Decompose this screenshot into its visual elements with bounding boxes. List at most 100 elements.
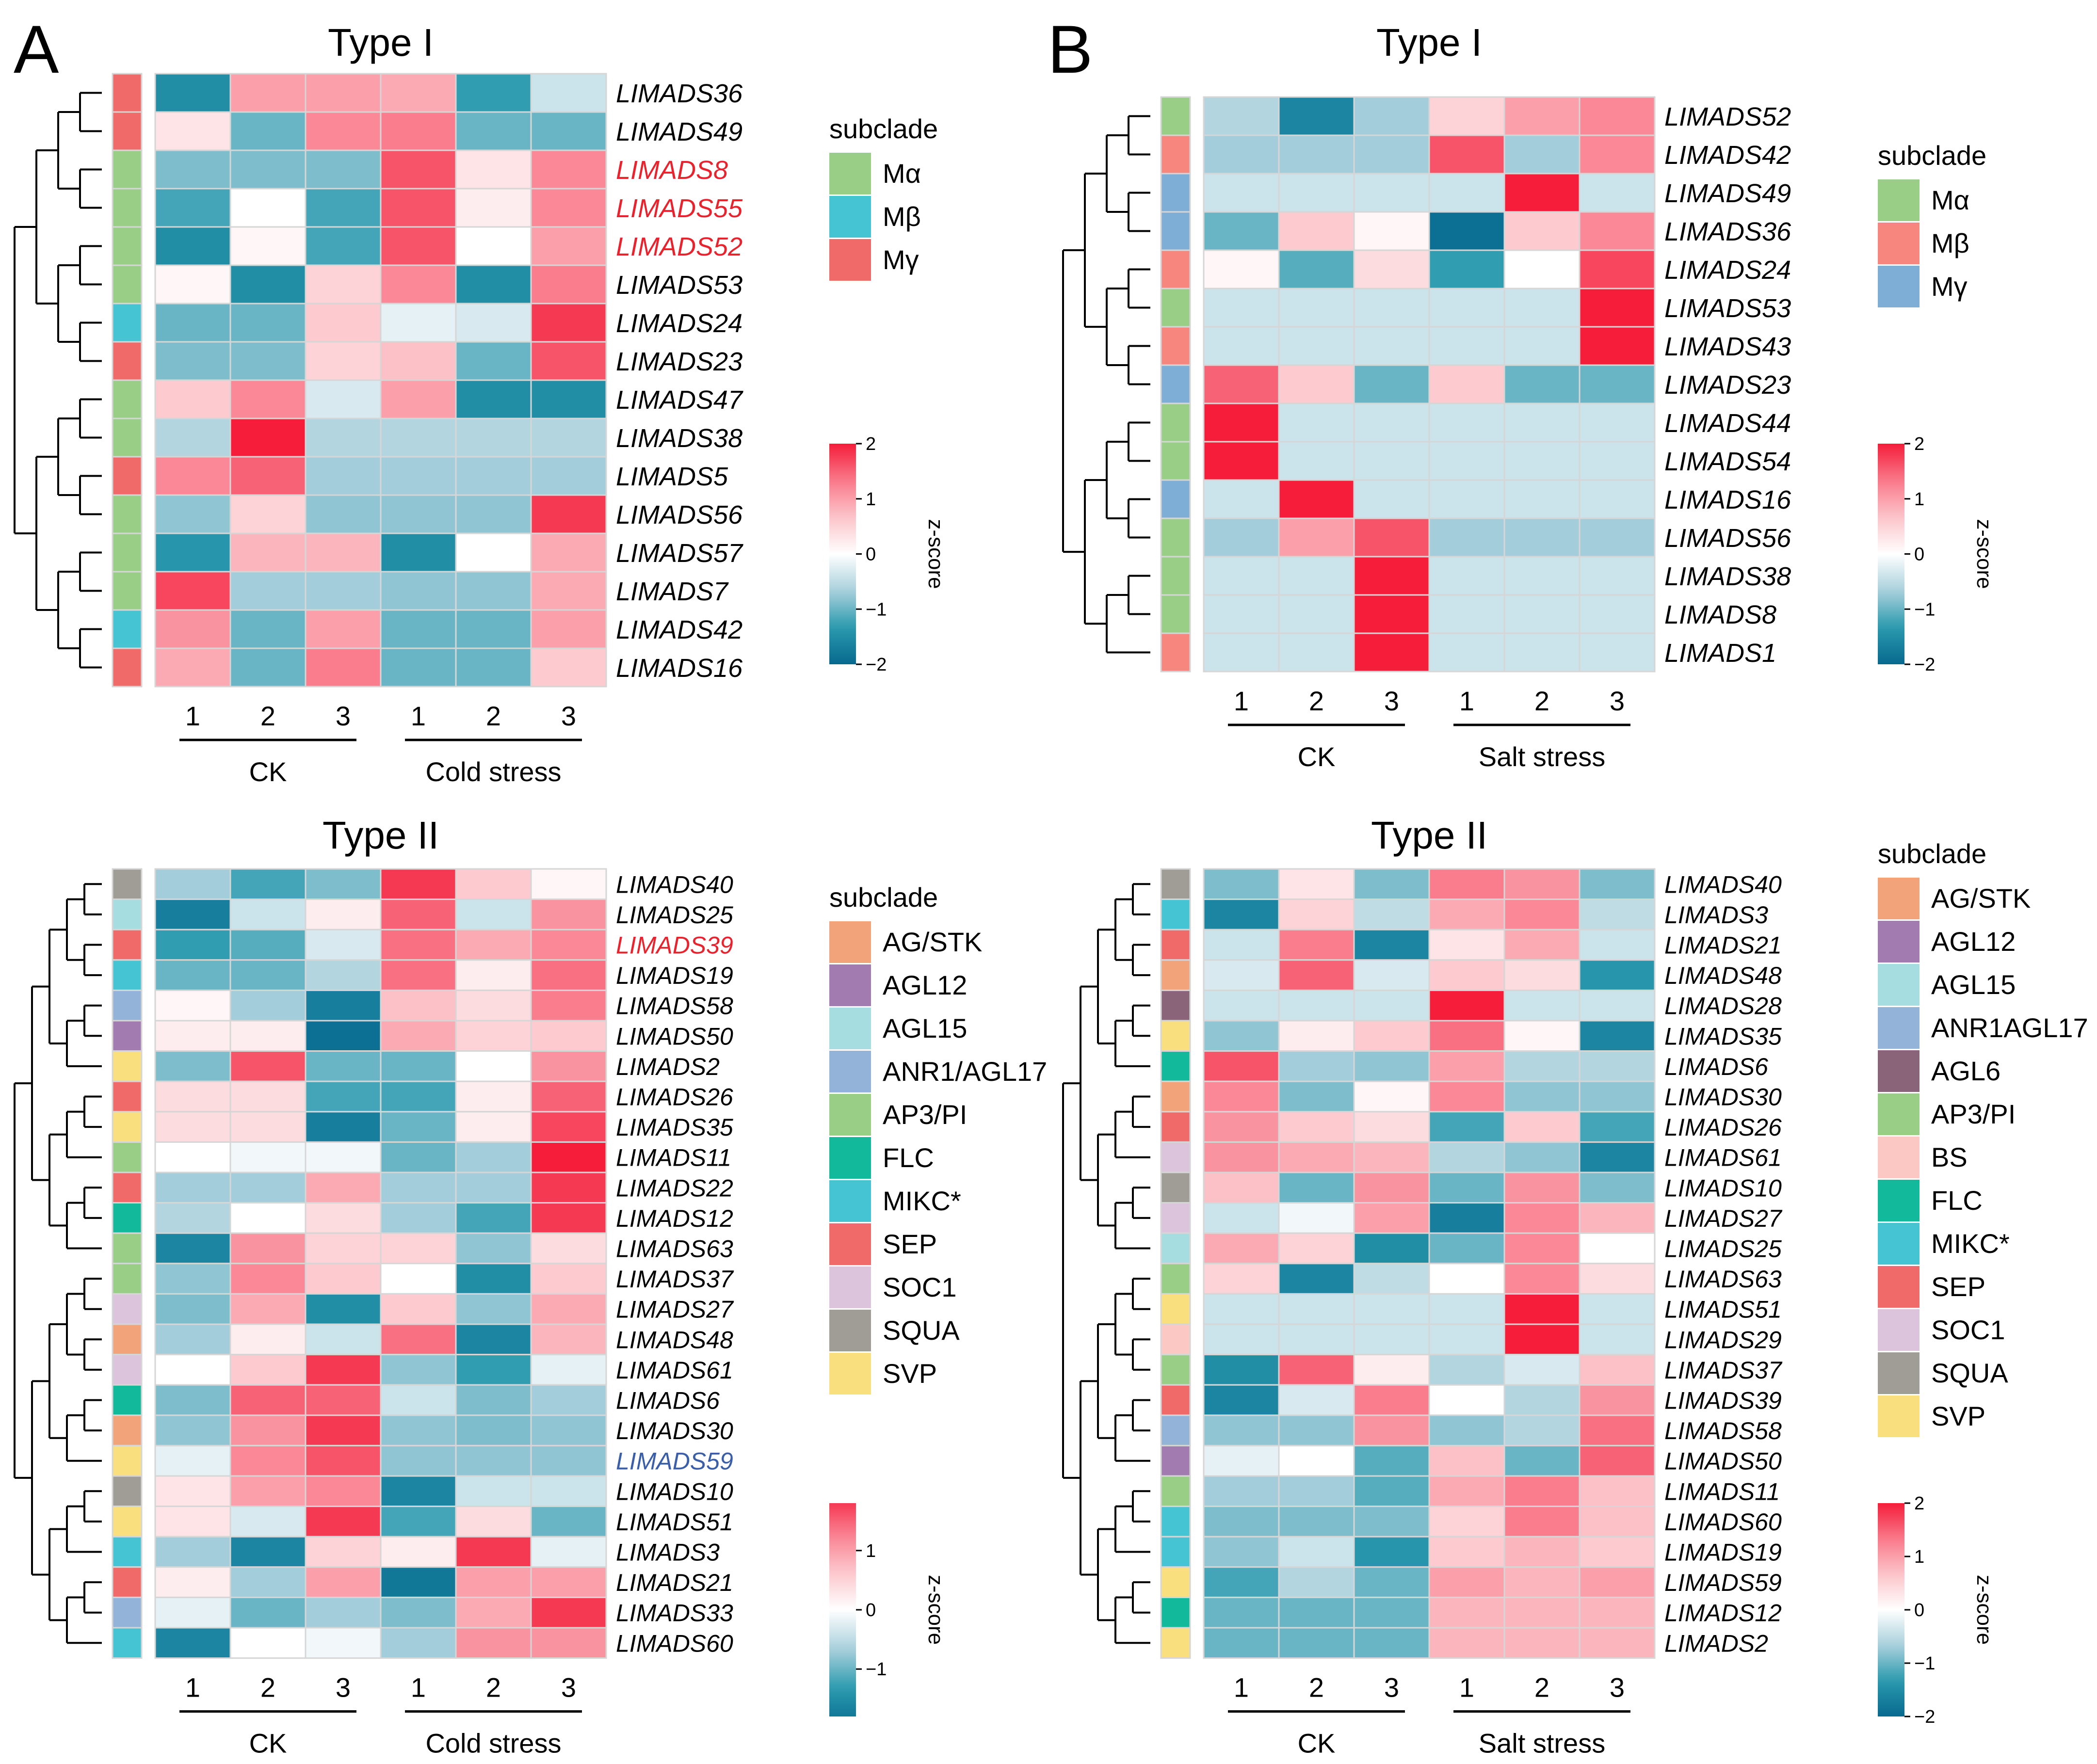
heatmap-cell: [305, 647, 382, 688]
heatmap-cell: [1278, 1020, 1355, 1052]
heatmap-cell: [1353, 632, 1430, 673]
row-label: LIMADS10: [616, 1478, 733, 1505]
heatmap-cell: [380, 1202, 457, 1234]
heatmap-cell: [154, 149, 231, 190]
heatmap-cell: [1428, 1384, 1505, 1416]
heatmap-cell: [530, 609, 607, 649]
heatmap-cell: [154, 111, 231, 151]
row-label: LIMADS50: [1664, 1448, 1782, 1475]
legend-label: SOC1: [883, 1272, 957, 1302]
heatmap-cell: [530, 1354, 607, 1386]
heatmap-cell: [455, 1384, 532, 1416]
heatmap-cell: [380, 1444, 457, 1477]
heatmap-cell: [1353, 1263, 1430, 1295]
heatmap-cell: [1579, 594, 1656, 634]
heatmap-cell: [1503, 96, 1581, 136]
heatmap-cell: [154, 1202, 231, 1234]
heatmap-cell: [1203, 868, 1280, 900]
heatmap-cell: [380, 609, 457, 649]
row-label: LIMADS25: [616, 901, 733, 929]
group-label: Cold stress: [425, 756, 561, 787]
subclade-annotation-cell: [1160, 96, 1191, 136]
heatmap-cell: [455, 609, 532, 649]
heatmap-cell: [1278, 288, 1355, 328]
heatmap-cell: [1579, 1354, 1656, 1386]
column-label: 2: [1534, 686, 1549, 716]
row-label: LIMADS19: [616, 962, 733, 989]
heatmap-cell: [1503, 364, 1581, 404]
heatmap-cell: [455, 1566, 532, 1598]
heatmap-cell: [1278, 868, 1355, 900]
subclade-annotation-cell: [112, 1506, 143, 1538]
heatmap-cell: [530, 1323, 607, 1356]
heatmap-cell: [1428, 1506, 1505, 1538]
heatmap-cell: [455, 1293, 532, 1325]
heatmap-cell: [455, 571, 532, 611]
heatmap-cell: [1428, 1414, 1505, 1446]
heatmap-cell: [1203, 1263, 1280, 1295]
heatmap-cell: [154, 868, 231, 900]
subclade-annotation-cell: [112, 1323, 143, 1356]
heatmap-cell: [154, 1080, 231, 1113]
heatmap-cell: [305, 73, 382, 113]
heatmap-cell: [1579, 1263, 1656, 1295]
legend-swatch: [1878, 266, 1920, 307]
legend-swatch: [1878, 1093, 1920, 1135]
heatmap-cell: [305, 188, 382, 228]
heatmap-cell: [1203, 1141, 1280, 1173]
row-label: LIMADS54: [1664, 447, 1791, 476]
heatmap-cell: [1353, 1354, 1430, 1386]
heatmap-cell: [1579, 402, 1656, 443]
group-label: CK: [1298, 1728, 1336, 1759]
heatmap-title: Type I: [1376, 21, 1482, 64]
row-label: LIMADS51: [616, 1508, 733, 1536]
heatmap-cell: [1203, 1293, 1280, 1325]
heatmap-cell: [1278, 1627, 1355, 1659]
heatmap-cell: [1353, 402, 1430, 443]
row-label: LIMADS44: [1664, 409, 1791, 438]
heatmap-cell: [305, 1566, 382, 1598]
heatmap-cell: [1503, 929, 1581, 961]
legend-swatch: [829, 239, 871, 281]
heatmap-cell: [455, 647, 532, 688]
heatmap-cell: [530, 226, 607, 266]
heatmap-cell: [455, 1475, 532, 1507]
heatmap-cell: [530, 1384, 607, 1416]
subclade-annotation-cell: [1160, 1566, 1191, 1598]
legend-label: AGL12: [1931, 926, 2016, 957]
heatmap-cell: [1353, 1384, 1430, 1416]
heatmap-cell: [154, 1141, 231, 1173]
heatmap-cell: [229, 647, 306, 688]
heatmap-cell: [1353, 868, 1430, 900]
subclade-annotation-cell: [1160, 441, 1191, 481]
row-label: LIMADS63: [1664, 1266, 1782, 1293]
heatmap-cell: [154, 341, 231, 381]
heatmap-cell: [455, 1202, 532, 1234]
legend-title: subclade: [829, 882, 938, 913]
heatmap-cell: [1278, 402, 1355, 443]
heatmap-cell: [530, 1475, 607, 1507]
legend-label: AP3/PI: [1931, 1099, 2016, 1129]
legend-label: FLC: [1931, 1185, 1983, 1216]
heatmap-cell: [1278, 1141, 1355, 1173]
row-label: LIMADS16: [1664, 485, 1791, 514]
subclade-annotation-cell: [112, 1444, 143, 1477]
heatmap-cell: [1203, 1566, 1280, 1598]
row-label: LIMADS40: [1664, 871, 1782, 898]
heatmap-cell: [1428, 929, 1505, 961]
legend-label: SEP: [883, 1229, 937, 1259]
heatmap-cell: [1428, 1141, 1505, 1173]
heatmap-cell: [1579, 959, 1656, 991]
legend-swatch: [829, 1094, 871, 1136]
heatmap-cell: [229, 1627, 306, 1659]
heatmap-cell: [530, 341, 607, 381]
subclade-annotation-cell: [1160, 288, 1191, 328]
heatmap-title: Type II: [1371, 814, 1487, 857]
column-label: 1: [411, 1672, 426, 1703]
heatmap-cell: [1353, 441, 1430, 481]
row-label: LIMADS35: [616, 1114, 733, 1141]
heatmap-cell: [380, 989, 457, 1022]
heatmap-cell: [1203, 173, 1280, 213]
panel-label-a: A: [14, 11, 59, 87]
heatmap-cell: [530, 111, 607, 151]
